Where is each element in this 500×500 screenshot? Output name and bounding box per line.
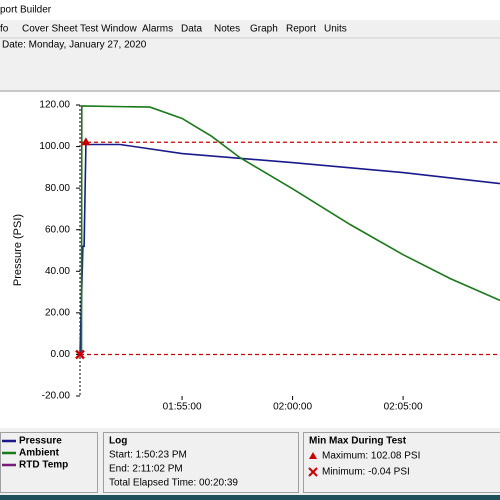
minmax-minimum: Minimum: -0.04 PSI [322, 467, 410, 478]
y-axis-label: Pressure (PSI) [12, 214, 24, 286]
log-elapsed: Total Elapsed Time: 00:20:39 [109, 478, 238, 489]
y-tick-label: 20.00 [45, 307, 70, 318]
series-line [79, 143, 500, 355]
log-end: End: 2:11:02 PM [109, 464, 183, 475]
y-tick-label: -20.00 [42, 391, 71, 402]
y-tick-label: 100.00 [39, 141, 70, 152]
menu-item[interactable]: Alarms [142, 24, 173, 35]
x-tick-label: 02:00:00 [273, 402, 312, 413]
taskbar-strip [0, 495, 500, 500]
window-title: port Builder [0, 5, 52, 16]
title-bar [0, 0, 500, 20]
y-tick-label: 60.00 [45, 224, 70, 235]
min-icon [308, 467, 318, 477]
log-start: Start: 1:50:23 PM [109, 450, 187, 461]
x-tick-label: 01:55:00 [163, 402, 202, 413]
date: Date: Monday, January 27, 2020 [2, 40, 147, 51]
menu-item[interactable]: fo [0, 24, 9, 35]
menu-item[interactable]: Notes [214, 24, 240, 35]
menu-item[interactable]: Report [286, 24, 316, 35]
y-tick-label: 0.00 [51, 349, 71, 360]
y-tick-label: 40.00 [45, 266, 70, 277]
legend-label: RTD Temp [19, 460, 68, 471]
max-icon [309, 452, 317, 459]
menu-item[interactable]: Cover Sheet [22, 24, 78, 35]
minmax-title: Min Max During Test [309, 436, 407, 447]
minmax-box [303, 432, 500, 493]
menu-item[interactable]: Data [181, 24, 203, 35]
x-tick-label: 02:05:00 [384, 402, 423, 413]
chart-area [0, 92, 500, 428]
legend-label: Ambient [19, 448, 60, 459]
menu-item[interactable]: Units [324, 24, 347, 35]
legend-box [0, 432, 98, 493]
legend-label: Pressure [19, 436, 62, 447]
log-title: Log [109, 436, 127, 447]
series-line [80, 105, 500, 355]
plot: 120.00 100.00 80.00 60.00 40.00 20.00 0.00 -20.… [39, 100, 500, 413]
menu-item[interactable]: Graph [250, 24, 278, 35]
min-marker [75, 349, 85, 360]
log-box [103, 432, 299, 493]
max-marker [81, 137, 91, 146]
y-tick-label: 80.00 [45, 183, 70, 194]
menu-item[interactable]: Test Window [80, 24, 137, 35]
minmax-maximum: Maximum: 102.08 PSI [322, 451, 420, 462]
menu-bar [0, 20, 500, 38]
y-tick-label: 120.00 [39, 100, 70, 111]
